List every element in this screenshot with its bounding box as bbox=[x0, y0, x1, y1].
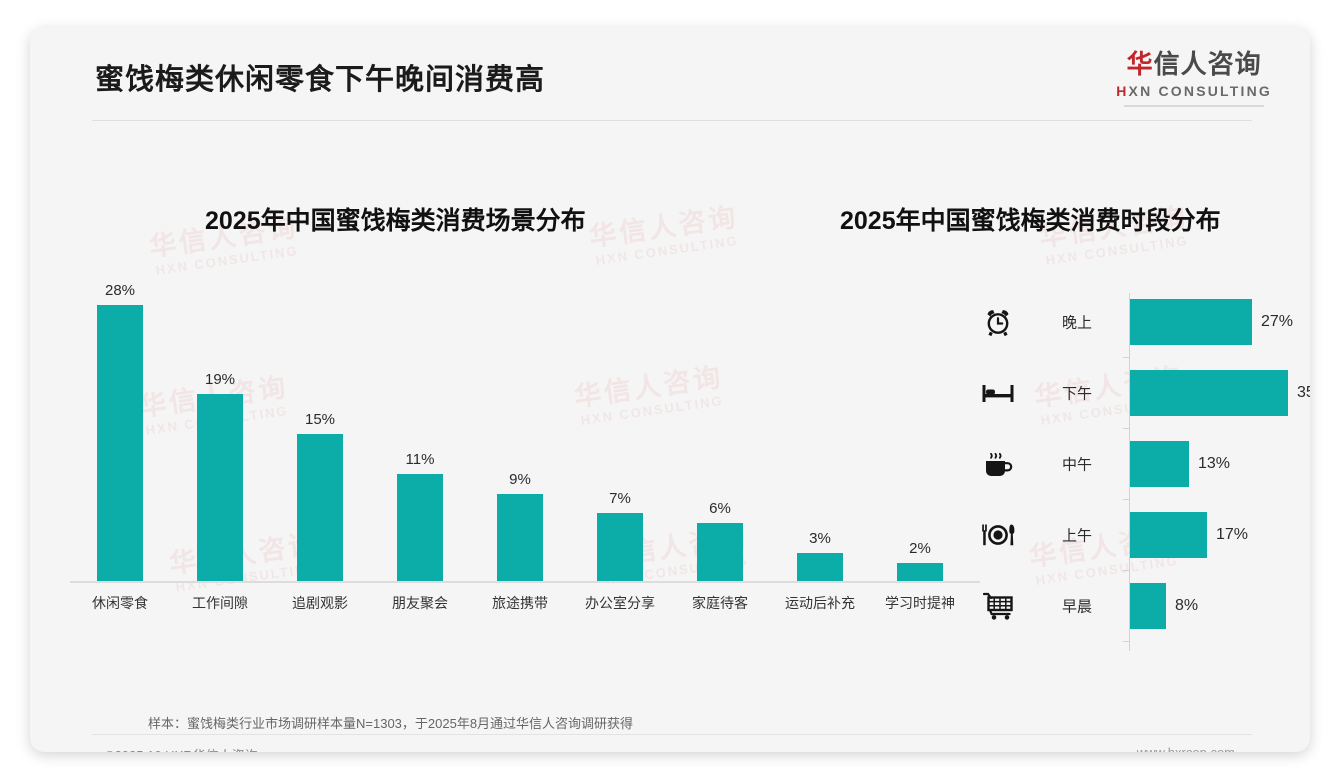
horizontal-bar[interactable] bbox=[1130, 583, 1166, 629]
bar-column: 11% bbox=[370, 283, 470, 583]
bar-column: 9% bbox=[470, 283, 570, 583]
website-link[interactable]: www.hxrcon.com bbox=[1137, 745, 1235, 752]
bar-value-label: 13% bbox=[1198, 455, 1231, 472]
bar-value-label: 17% bbox=[1216, 526, 1249, 543]
vertical-bar[interactable] bbox=[597, 513, 643, 583]
copyright-text: ©2025.10 HXR华信人咨询 bbox=[105, 745, 258, 752]
bar-column: 3% bbox=[770, 283, 870, 583]
bar-value-label: 11% bbox=[405, 451, 435, 468]
bar-column: 7% bbox=[570, 283, 670, 583]
left-chart-baseline bbox=[70, 581, 980, 583]
bar-value-label: 28% bbox=[104, 282, 136, 299]
logo-accent-char: 华 bbox=[1126, 49, 1154, 79]
sample-footnote: 样本：蜜饯梅类行业市场调研样本量N=1303，于2025年8月通过华信人咨询调研… bbox=[148, 716, 634, 731]
bar-category-label: 办公室分享 bbox=[585, 595, 655, 611]
axis-tick bbox=[1123, 570, 1130, 571]
vertical-bar[interactable] bbox=[497, 494, 543, 583]
time-slot-label: 下午 bbox=[1061, 385, 1092, 403]
bar-value-label: 8% bbox=[1175, 597, 1199, 614]
logo-english: HXN CONSULTING bbox=[1116, 82, 1272, 100]
axis-tick bbox=[1123, 499, 1130, 500]
vertical-bar[interactable] bbox=[797, 553, 843, 583]
bar-category-label: 学习时提神 bbox=[885, 595, 955, 611]
scene-distribution-bar-chart: 28% 19% 15% 11% 9% 7% 6% 3% 2% bbox=[70, 282, 980, 583]
time-slot-row: 晚上 27% bbox=[970, 299, 1300, 345]
logo-en-accent: H bbox=[1116, 82, 1129, 99]
vertical-bar[interactable] bbox=[297, 434, 343, 583]
bar-category-label: 追剧观影 bbox=[292, 595, 348, 611]
bar-column: 2% bbox=[870, 283, 970, 583]
bar-value-label: 19% bbox=[204, 371, 236, 388]
bar-category-label: 家庭待客 bbox=[692, 595, 748, 611]
alarm-clock-icon bbox=[978, 304, 1018, 340]
bar-category-label: 朋友聚会 bbox=[392, 595, 448, 611]
time-slot-row: 下午 35% bbox=[970, 370, 1310, 416]
time-slot-distribution-bar-chart: 晚上 27% 下午 35% 中午 13% 上午 17% 早晨 8% bbox=[970, 293, 1310, 653]
bed-icon bbox=[978, 375, 1018, 411]
horizontal-bar[interactable] bbox=[1130, 512, 1207, 558]
time-slot-row: 中午 13% bbox=[970, 441, 1300, 487]
header: 蜜饯梅类休闲零食下午晚间消费高 华信人咨询 HXN CONSULTING bbox=[30, 28, 1310, 128]
bar-category-label: 运动后补充 bbox=[785, 595, 855, 611]
bar-category-label: 旅途携带 bbox=[492, 595, 548, 611]
logo-en-rest: XN CONSULTING bbox=[1128, 82, 1272, 99]
right-chart-axis-line bbox=[1129, 293, 1130, 651]
right-chart-title: 2025年中国蜜饯梅类消费时段分布 bbox=[840, 207, 1221, 235]
bar-value-label: 2% bbox=[909, 540, 931, 557]
bar-column: 19% bbox=[170, 283, 270, 583]
horizontal-bar[interactable] bbox=[1130, 441, 1189, 487]
time-slot-row: 早晨 8% bbox=[970, 583, 1300, 629]
bar-column: 6% bbox=[670, 283, 770, 583]
vertical-bar[interactable] bbox=[697, 523, 743, 583]
watermark-en: HXN CONSULTING bbox=[594, 232, 740, 268]
horizontal-bar[interactable] bbox=[1130, 299, 1252, 345]
bar-value-label: 6% bbox=[709, 500, 731, 517]
header-divider bbox=[92, 120, 1252, 121]
time-slot-label: 中午 bbox=[1061, 456, 1092, 474]
horizontal-bar[interactable] bbox=[1130, 370, 1288, 416]
bar-value-label: 27% bbox=[1261, 313, 1294, 330]
axis-tick bbox=[1123, 641, 1130, 642]
bar-value-label: 15% bbox=[304, 411, 336, 428]
bar-value-label: 7% bbox=[609, 490, 631, 507]
brand-logo: 华信人咨询 HXN CONSULTING bbox=[1116, 49, 1272, 108]
time-slot-label: 上午 bbox=[1061, 527, 1092, 545]
axis-tick bbox=[1123, 428, 1130, 429]
footer-divider bbox=[92, 734, 1252, 735]
vertical-bar[interactable] bbox=[897, 563, 943, 583]
vertical-bar[interactable] bbox=[397, 474, 443, 583]
watermark-en: HXN CONSULTING bbox=[154, 242, 300, 278]
time-slot-label: 早晨 bbox=[1061, 598, 1092, 616]
bar-value-label: 35% bbox=[1297, 384, 1310, 401]
watermark: 华信人咨询 HXN CONSULTING bbox=[587, 201, 743, 269]
time-slot-label: 晚上 bbox=[1061, 314, 1092, 332]
left-chart-title: 2025年中国蜜饯梅类消费场景分布 bbox=[205, 207, 586, 235]
bar-category-label: 工作间隙 bbox=[192, 595, 248, 611]
logo-rest-chars: 信人咨询 bbox=[1153, 49, 1262, 79]
vertical-bar[interactable] bbox=[197, 394, 243, 583]
logo-underline bbox=[1124, 105, 1265, 108]
page-title: 蜜饯梅类休闲零食下午晚间消费高 bbox=[95, 64, 546, 96]
watermark-en: HXN CONSULTING bbox=[1044, 232, 1190, 268]
slide-card: 华信人咨询 HXN CONSULTING 华信人咨询 HXN CONSULTIN… bbox=[30, 28, 1310, 752]
footer: ©2025.10 HXR华信人咨询 www.hxrcon.com bbox=[30, 735, 1310, 752]
bar-category-label: 休闲零食 bbox=[92, 595, 148, 611]
bar-value-label: 9% bbox=[509, 471, 531, 488]
plate-cutlery-icon bbox=[978, 517, 1018, 553]
bar-column: 28% bbox=[70, 282, 170, 583]
bar-value-label: 3% bbox=[809, 530, 831, 547]
watermark-cn: 华信人咨询 bbox=[587, 201, 741, 253]
bar-column: 15% bbox=[270, 283, 370, 583]
logo-chinese: 华信人咨询 bbox=[1116, 49, 1272, 80]
time-slot-row: 上午 17% bbox=[970, 512, 1300, 558]
axis-tick bbox=[1123, 357, 1130, 358]
vertical-bar[interactable] bbox=[97, 305, 143, 583]
coffee-mug-icon bbox=[978, 446, 1018, 482]
shopping-cart-icon bbox=[978, 588, 1018, 624]
